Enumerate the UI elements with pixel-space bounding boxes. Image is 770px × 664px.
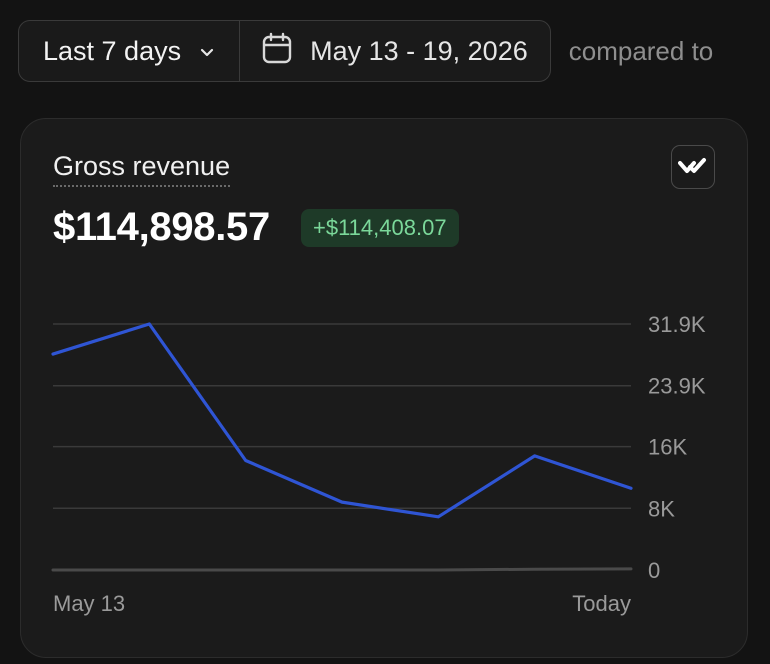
- revenue-line-chart: 0 8K 16K 23.9K 31.9K May 13 Today: [51, 312, 706, 616]
- logo-badge-icon[interactable]: [671, 145, 715, 189]
- range-dropdown[interactable]: Last 7 days: [19, 21, 241, 81]
- gross-revenue-card: Gross revenue $114,898.57 +$114,408.07 0…: [20, 118, 748, 658]
- calendar-icon: [262, 32, 292, 71]
- series-line-previous: [51, 567, 633, 572]
- date-range-label: May 13 - 19, 2026: [310, 35, 528, 66]
- y-tick-label: 31.9K: [648, 312, 706, 337]
- metric-title[interactable]: Gross revenue: [53, 151, 231, 187]
- date-filter-toolbar: Last 7 days May 13 - 19, 2026 compared t…: [18, 20, 713, 82]
- metric-value: $114,898.57: [53, 205, 270, 249]
- y-tick-label: 16K: [648, 435, 687, 460]
- y-tick-label: 0: [648, 558, 660, 583]
- y-tick-label: 23.9K: [648, 374, 706, 399]
- y-tick-label: 8K: [648, 496, 675, 521]
- chevron-down-icon: [199, 36, 215, 67]
- x-tick-label: Today: [572, 591, 631, 616]
- series-line-current: [51, 322, 633, 519]
- x-tick-label: May 13: [53, 591, 125, 616]
- range-label: Last 7 days: [43, 35, 182, 66]
- date-range-picker[interactable]: May 13 - 19, 2026: [240, 21, 550, 81]
- delta-badge: +$114,408.07: [301, 209, 459, 247]
- date-filter-group: Last 7 days May 13 - 19, 2026: [18, 20, 551, 82]
- compare-label: compared to: [568, 35, 714, 66]
